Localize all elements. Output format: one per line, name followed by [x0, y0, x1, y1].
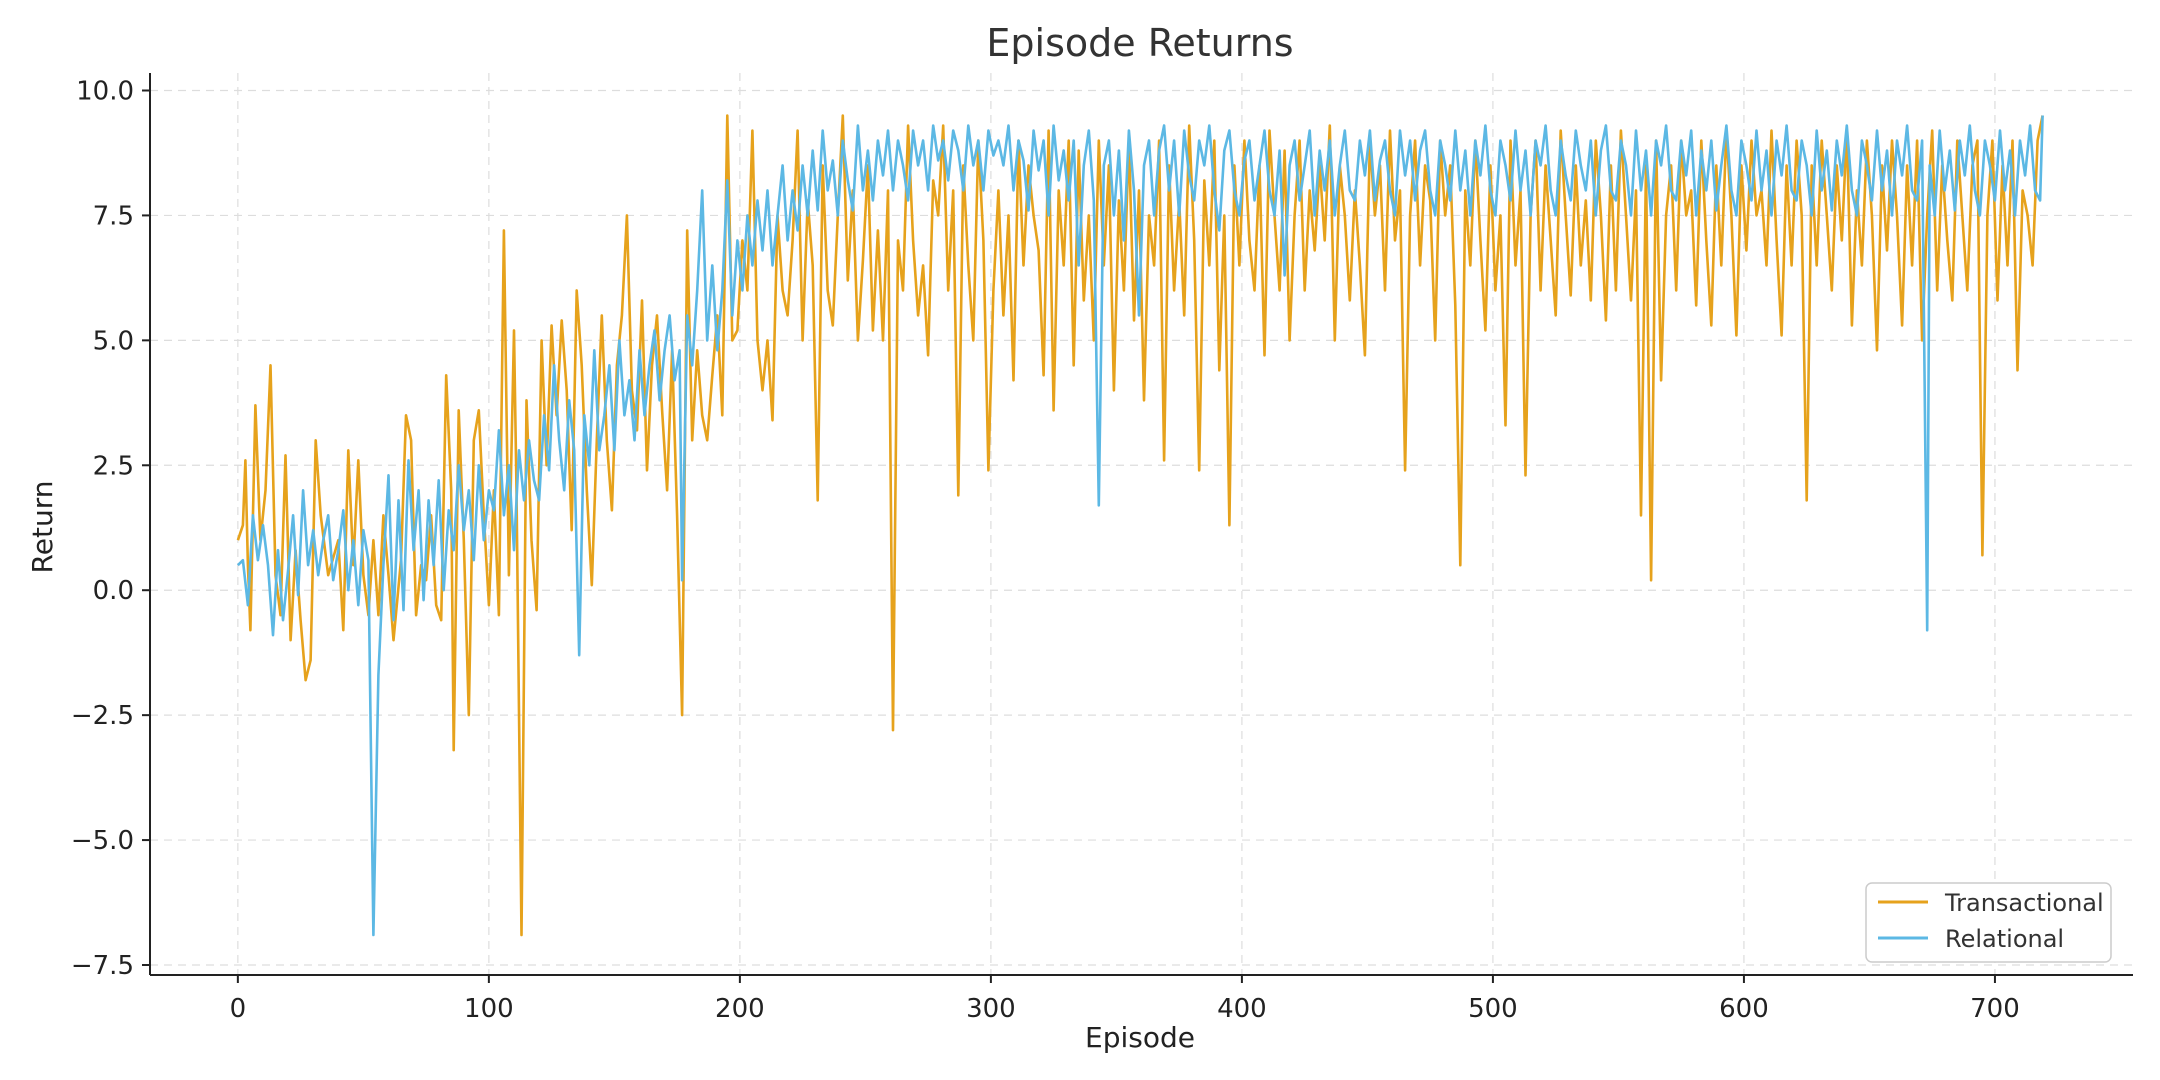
x-axis-label: Episode — [1085, 1021, 1195, 1054]
y-tick-label: −2.5 — [71, 701, 134, 731]
series-line-relational — [236, 115, 2044, 937]
y-ticks: 10.0 7.5 5.0 2.5 0.0 −2.5 −5.0 −7.5 — [71, 76, 150, 981]
y-axis-label: Return — [26, 481, 59, 574]
y-tick-label: 5.0 — [93, 326, 134, 356]
x-ticks: 0 100 200 300 400 500 600 700 — [230, 975, 2020, 1024]
series-line-transactional — [236, 114, 2044, 937]
y-tick-label: −5.0 — [71, 826, 134, 856]
x-tick-label: 300 — [966, 994, 1016, 1024]
series-layer — [236, 114, 2044, 937]
y-tick-label: 2.5 — [93, 451, 134, 481]
legend-label-relational: Relational — [1945, 925, 2064, 953]
x-tick-label: 200 — [715, 994, 765, 1024]
y-tick-label: 10.0 — [76, 76, 134, 106]
y-tick-label: −7.5 — [71, 951, 134, 981]
x-tick-label: 700 — [1970, 994, 2020, 1024]
x-tick-label: 100 — [464, 994, 514, 1024]
legend-label-transactional: Transactional — [1944, 889, 2104, 917]
y-tick-label: 0.0 — [93, 576, 134, 606]
axes — [149, 73, 2133, 976]
chart-title: Episode Returns — [986, 21, 1293, 65]
y-tick-label: 7.5 — [93, 201, 134, 231]
legend: Transactional Relational — [1865, 882, 2112, 963]
x-tick-label: 500 — [1468, 994, 1518, 1024]
x-tick-label: 600 — [1719, 994, 1769, 1024]
x-tick-label: 0 — [230, 994, 247, 1024]
x-tick-label: 400 — [1217, 994, 1267, 1024]
